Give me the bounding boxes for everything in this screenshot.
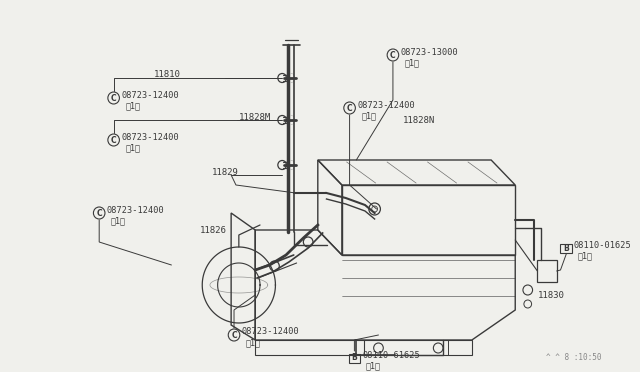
Text: 〈1〉: 〈1〉 bbox=[578, 251, 593, 260]
Text: 08723-12400: 08723-12400 bbox=[357, 100, 415, 109]
Text: 08110-01625: 08110-01625 bbox=[574, 241, 632, 250]
Text: 〈1〉: 〈1〉 bbox=[361, 112, 376, 121]
Text: 08723-13000: 08723-13000 bbox=[401, 48, 458, 57]
Text: 08723-12400: 08723-12400 bbox=[242, 327, 300, 337]
Text: C: C bbox=[111, 93, 116, 103]
Circle shape bbox=[285, 73, 294, 83]
Text: 08723-12400: 08723-12400 bbox=[122, 90, 179, 99]
Text: 11830: 11830 bbox=[538, 292, 564, 301]
Text: C: C bbox=[231, 330, 237, 340]
Text: 〈1〉: 〈1〉 bbox=[246, 339, 260, 347]
Text: 11829: 11829 bbox=[212, 167, 239, 176]
Text: 08723-12400: 08723-12400 bbox=[122, 132, 179, 141]
Text: C: C bbox=[97, 208, 102, 218]
Text: B: B bbox=[351, 353, 357, 362]
Text: 11826: 11826 bbox=[200, 225, 227, 234]
Text: 11828N: 11828N bbox=[403, 115, 435, 125]
Circle shape bbox=[285, 160, 294, 170]
Text: 11810: 11810 bbox=[154, 70, 181, 78]
Circle shape bbox=[285, 115, 294, 125]
Text: C: C bbox=[347, 103, 353, 112]
Circle shape bbox=[285, 73, 294, 83]
Text: C: C bbox=[111, 135, 116, 144]
Text: 08110-61625: 08110-61625 bbox=[362, 350, 420, 359]
Text: C: C bbox=[390, 51, 396, 60]
Text: 〈1〉: 〈1〉 bbox=[125, 144, 140, 153]
Text: 11828M: 11828M bbox=[239, 112, 271, 122]
Text: 〈1〉: 〈1〉 bbox=[366, 362, 381, 371]
Circle shape bbox=[285, 160, 294, 170]
Circle shape bbox=[285, 115, 294, 125]
Text: B: B bbox=[563, 244, 569, 253]
Text: ^ ^ 8 :10:50: ^ ^ 8 :10:50 bbox=[547, 353, 602, 362]
Text: 08723-12400: 08723-12400 bbox=[107, 205, 164, 215]
Text: 〈1〉: 〈1〉 bbox=[125, 102, 140, 110]
Text: 〈1〉: 〈1〉 bbox=[404, 58, 419, 67]
Text: 〈1〉: 〈1〉 bbox=[111, 217, 125, 225]
